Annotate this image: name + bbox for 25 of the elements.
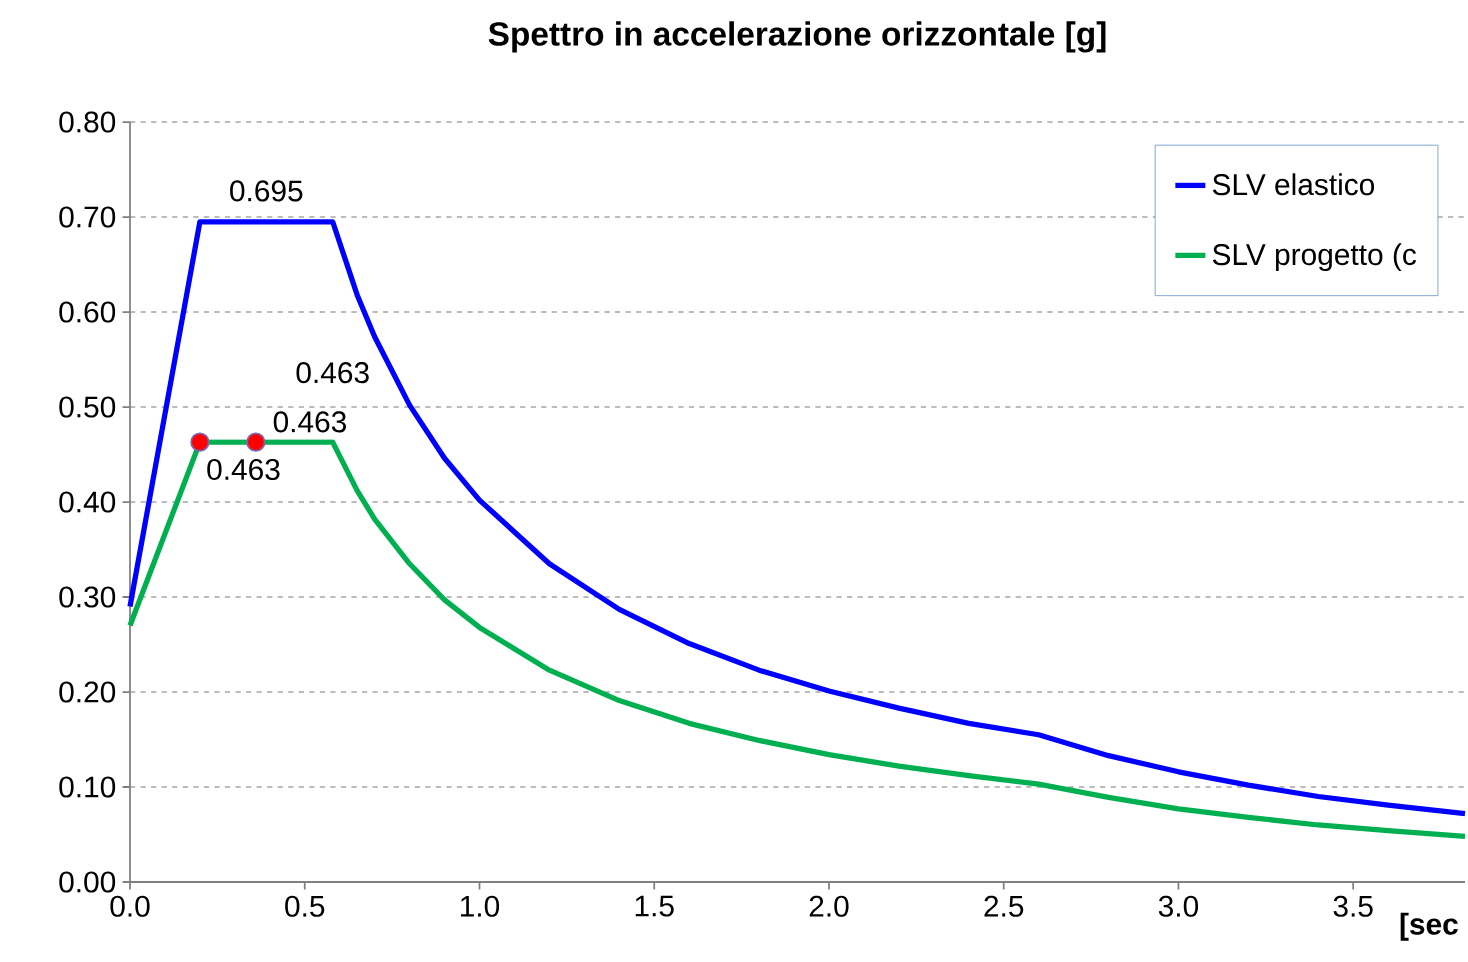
y-tick-label: 0.30	[59, 586, 116, 608]
data-label: 0.463	[273, 411, 346, 433]
annotation: 0.463	[296, 362, 369, 384]
y-tick-label: 0.50	[59, 396, 116, 418]
x-tick-label: 0.5	[285, 895, 325, 917]
y-tick-label: 0.20	[59, 681, 116, 703]
y-tick-label: 0.80	[59, 111, 116, 133]
y-tick-label: 0.10	[59, 776, 116, 798]
x-tick-label: 2.5	[984, 895, 1024, 917]
y-tick-label: 0.00	[59, 871, 116, 893]
legend-label: SLV elastico	[1212, 173, 1375, 196]
y-tick-label: 0.40	[59, 491, 116, 513]
annotation: 0.695	[230, 180, 303, 202]
x-tick-label: 1.5	[635, 895, 674, 917]
x-tick-label: 3.0	[1158, 895, 1199, 917]
x-axis-title: [sec	[1400, 912, 1458, 941]
x-tick-label: 1.0	[461, 895, 500, 917]
legend-label: SLV progetto (c	[1212, 243, 1417, 272]
x-tick-label: 3.5	[1333, 895, 1373, 917]
chart-title: Spettro in accelerazione orizzontale [g]	[488, 21, 1106, 53]
data-label: 0.463	[207, 458, 280, 481]
x-tick-label: 2.0	[809, 895, 849, 917]
y-tick-label: 0.70	[59, 206, 116, 228]
x-tick-label: 0.0	[110, 895, 150, 917]
y-tick-label: 0.60	[59, 301, 116, 323]
